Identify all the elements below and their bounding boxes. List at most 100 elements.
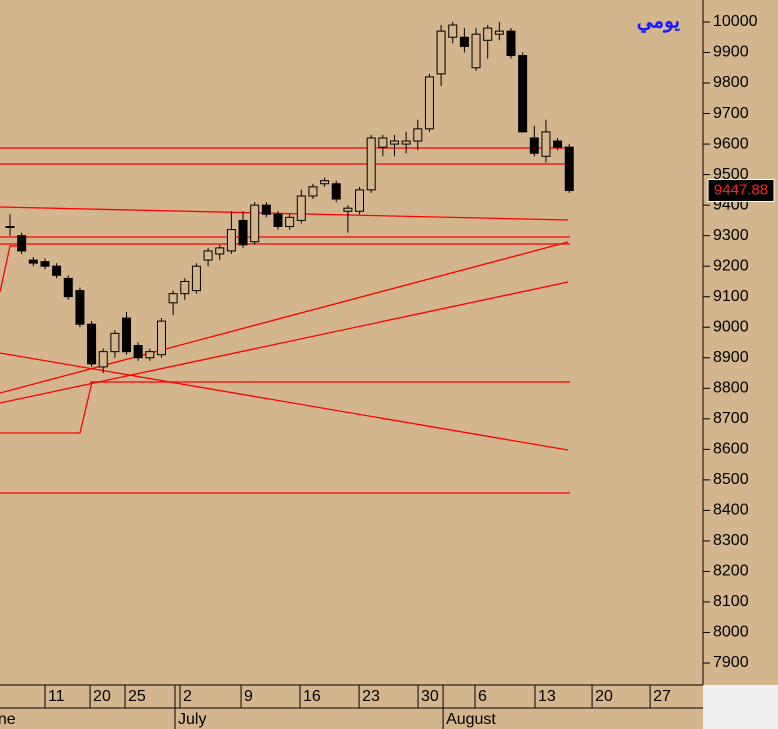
candle bbox=[133, 342, 143, 361]
x-tick-label: 11 bbox=[48, 688, 65, 705]
candle-body bbox=[308, 186, 318, 197]
trend-lines bbox=[0, 147, 570, 494]
y-tick-label: 9000 bbox=[713, 318, 749, 335]
candle bbox=[180, 278, 190, 300]
candle bbox=[355, 186, 365, 215]
price-label-box bbox=[707, 179, 775, 203]
x-tick-label: 2 bbox=[183, 688, 192, 705]
candle bbox=[366, 134, 376, 193]
candle-body bbox=[156, 320, 166, 356]
candle-body bbox=[553, 140, 563, 148]
candle bbox=[28, 257, 38, 267]
candle bbox=[122, 311, 132, 355]
candle bbox=[191, 263, 201, 294]
candle-body bbox=[145, 351, 155, 359]
candle-body bbox=[215, 247, 225, 255]
candle bbox=[459, 28, 469, 53]
candle bbox=[308, 183, 318, 200]
candle bbox=[285, 214, 295, 230]
candle-body bbox=[529, 137, 539, 154]
candle bbox=[250, 202, 260, 245]
candle-body bbox=[191, 265, 201, 292]
x-tick-label: 13 bbox=[538, 688, 556, 705]
candle bbox=[424, 73, 434, 132]
candle-body bbox=[448, 24, 458, 38]
x-tick-label: 20 bbox=[595, 688, 613, 705]
candle-body bbox=[483, 27, 493, 41]
candle-body bbox=[564, 146, 574, 192]
y-tick-label: 8900 bbox=[713, 349, 749, 366]
candle-body bbox=[285, 216, 295, 228]
y-tick-label: 9600 bbox=[713, 135, 749, 152]
candle-body bbox=[180, 280, 190, 295]
corner bbox=[703, 685, 778, 729]
candle bbox=[448, 21, 458, 44]
y-tick-label: 8000 bbox=[713, 624, 749, 641]
y-tick-label: 8600 bbox=[713, 441, 749, 458]
price-label: 9447.88 bbox=[714, 181, 768, 198]
candle-body bbox=[87, 323, 97, 365]
candle-body bbox=[63, 277, 73, 298]
y-tick-label: 8200 bbox=[713, 563, 749, 580]
y-tick-label: 8100 bbox=[713, 593, 749, 610]
x-tick-label: 20 bbox=[93, 688, 111, 705]
x-tick-label: 16 bbox=[303, 688, 321, 705]
candle-body bbox=[366, 137, 376, 191]
candle-body bbox=[273, 213, 283, 228]
candle bbox=[529, 125, 539, 157]
trend-line bbox=[0, 381, 100, 434]
candle-body bbox=[28, 259, 38, 264]
candle bbox=[203, 247, 213, 267]
candle-body bbox=[389, 140, 399, 145]
candle-body bbox=[40, 261, 50, 267]
candle-body bbox=[296, 195, 306, 221]
y-tick-label: 8500 bbox=[713, 471, 749, 488]
candle-body bbox=[355, 189, 365, 212]
y-tick-label: 9100 bbox=[713, 288, 749, 305]
trend-line bbox=[0, 241, 569, 394]
y-tick-label: 9800 bbox=[713, 74, 749, 91]
candle-body bbox=[122, 317, 132, 353]
candle-body bbox=[459, 36, 469, 47]
x-tick-label: 23 bbox=[362, 688, 380, 705]
candle bbox=[98, 348, 108, 374]
candle bbox=[518, 52, 528, 133]
candle-body bbox=[133, 345, 143, 359]
candle-body bbox=[238, 219, 248, 246]
candle-body bbox=[424, 76, 434, 130]
candle-body bbox=[506, 30, 516, 57]
y-tick-label: 9500 bbox=[713, 166, 749, 183]
chart-title: يومي bbox=[637, 10, 681, 33]
candle bbox=[215, 244, 225, 261]
candle-body bbox=[413, 128, 423, 142]
trend-line bbox=[0, 281, 569, 404]
x-tick-label: 27 bbox=[653, 688, 671, 705]
y-tick-label: 9900 bbox=[713, 44, 749, 61]
trend-line bbox=[0, 206, 569, 221]
y-tick-label: 8800 bbox=[713, 380, 749, 397]
candle bbox=[273, 211, 283, 230]
y-tick-label: 9300 bbox=[713, 227, 749, 244]
y-tick-label: 8400 bbox=[713, 502, 749, 519]
candle-body bbox=[518, 55, 528, 133]
x-tick-label: 25 bbox=[128, 688, 146, 705]
candle bbox=[506, 28, 516, 59]
candle bbox=[17, 232, 27, 254]
candle bbox=[436, 25, 446, 87]
y-tick-label: 8700 bbox=[713, 410, 749, 427]
candle bbox=[156, 318, 166, 358]
candle bbox=[320, 177, 330, 187]
candle-body bbox=[471, 33, 481, 69]
candle-body bbox=[401, 140, 411, 145]
candle bbox=[168, 290, 178, 316]
candle bbox=[110, 330, 120, 358]
candle-body bbox=[52, 265, 62, 276]
candle bbox=[378, 134, 388, 157]
candle bbox=[343, 205, 353, 233]
month-label: July bbox=[178, 711, 206, 728]
candle bbox=[389, 134, 399, 157]
candle-body bbox=[75, 290, 85, 325]
y-tick-label: 7900 bbox=[713, 654, 749, 671]
